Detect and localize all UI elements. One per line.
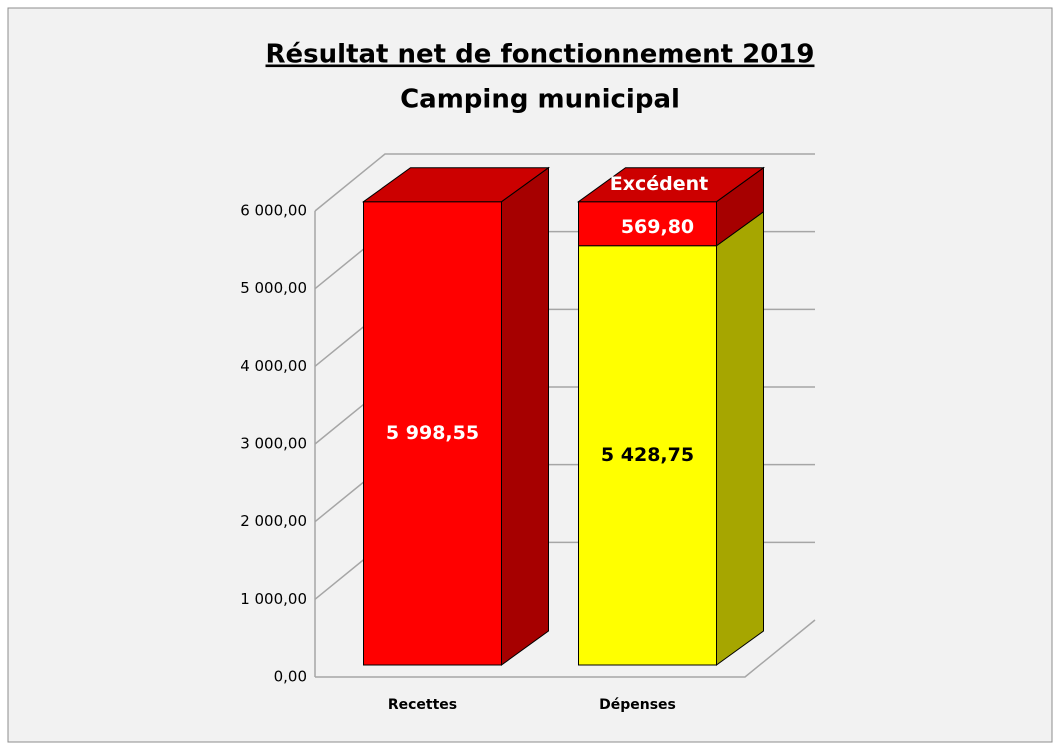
- chart-subtitle: Camping municipal: [400, 85, 680, 115]
- bar-side: [716, 210, 764, 666]
- y-tick-label: 1 000,00: [240, 590, 307, 608]
- segment-name: Excédent: [610, 173, 708, 195]
- bar-top: [361, 167, 551, 203]
- bar-top: [576, 167, 766, 203]
- y-tick-label: 2 000,00: [240, 512, 307, 530]
- bar: [578, 245, 717, 666]
- grid-line: [314, 153, 815, 212]
- chart-title: Résultat net de fonctionnement 2019: [266, 40, 815, 70]
- data-label: 5 998,55: [386, 422, 479, 444]
- y-tick-label: 6 000,00: [240, 202, 307, 220]
- data-label: 5 428,75: [601, 444, 694, 466]
- x-tick-label: Recettes: [388, 697, 457, 713]
- y-tick-label: 5 000,00: [240, 279, 307, 297]
- y-tick-label: 4 000,00: [240, 357, 307, 375]
- y-tick-label: 3 000,00: [240, 435, 307, 453]
- x-tick-label: Dépenses: [599, 697, 676, 713]
- data-label: 569,80: [621, 216, 694, 238]
- bar: [363, 201, 502, 666]
- floor: [315, 619, 816, 678]
- y-tick-label: 0,00: [274, 668, 307, 686]
- bar-side: [501, 166, 549, 666]
- bar: [578, 201, 717, 247]
